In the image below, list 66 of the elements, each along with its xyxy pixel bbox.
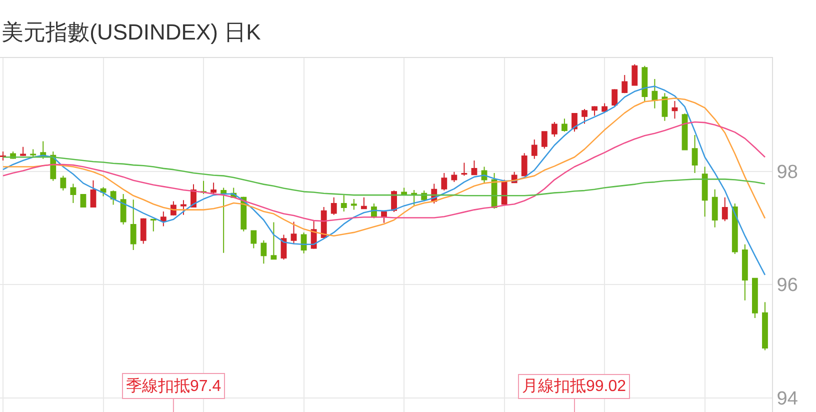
annotation: 季線扣抵97.4 — [126, 377, 222, 395]
candlestick — [401, 187, 407, 196]
candlestick — [521, 152, 528, 176]
candlestick — [350, 198, 357, 210]
candlestick — [340, 194, 347, 212]
candlestick — [702, 166, 708, 218]
candlestick — [592, 106, 598, 116]
candlestick — [742, 244, 748, 301]
candlestick — [20, 146, 26, 156]
candlestick — [632, 64, 638, 86]
candlestick — [110, 190, 116, 206]
line-series — [2, 121, 766, 222]
candlestick — [682, 113, 688, 150]
candlestick — [441, 172, 448, 192]
annotation: 月線扣抵99.02 — [522, 378, 626, 395]
candlestick — [360, 196, 367, 210]
candlestick — [120, 193, 126, 226]
candlestick — [220, 187, 227, 254]
candlestick — [70, 183, 76, 204]
candlestick — [612, 88, 618, 107]
candlestick — [762, 302, 768, 351]
candlestick — [150, 218, 156, 232]
candlestick — [602, 102, 608, 113]
candlestick — [471, 160, 478, 176]
line-series — [2, 156, 766, 196]
chart-title: 美元指數(USDINDEX) 日K — [2, 20, 262, 45]
candlestick — [572, 112, 578, 132]
candlestick — [501, 179, 508, 206]
y-tick-label: 96 — [776, 275, 798, 296]
candlestick — [551, 122, 558, 138]
line-series — [2, 86, 766, 276]
candlestick — [210, 182, 217, 194]
y-tick-label: 98 — [776, 162, 798, 183]
candlestick — [270, 222, 277, 260]
candlestick — [692, 134, 698, 174]
line-series — [2, 98, 766, 236]
candlestick — [722, 196, 728, 222]
candlestick — [531, 139, 538, 160]
candlestick — [582, 108, 588, 124]
candlestick — [451, 171, 458, 183]
candlestick — [541, 131, 548, 150]
candlestick — [250, 230, 257, 249]
candlestick — [732, 203, 738, 254]
candlestick — [411, 189, 418, 206]
y-tick-label: 94 — [776, 388, 798, 410]
candlestick — [80, 193, 86, 208]
candlestick — [0, 150, 6, 162]
candlestick — [90, 180, 96, 208]
candlestick — [712, 188, 718, 228]
candlestick — [290, 221, 297, 244]
candlestick — [662, 92, 668, 122]
candlestick — [130, 199, 136, 251]
candlestick — [622, 74, 628, 94]
candlestick — [260, 240, 267, 264]
candlestick — [160, 210, 166, 227]
candlestick — [180, 200, 186, 216]
candlestick — [60, 175, 66, 192]
candlestick — [562, 118, 568, 132]
candlestick — [672, 100, 678, 120]
candlestick — [642, 65, 648, 102]
candlestick — [752, 278, 758, 318]
candlestick — [652, 78, 658, 109]
candlestick — [140, 218, 146, 244]
candlestick — [330, 196, 337, 216]
candlestick — [461, 162, 468, 176]
candlestick — [30, 148, 36, 158]
